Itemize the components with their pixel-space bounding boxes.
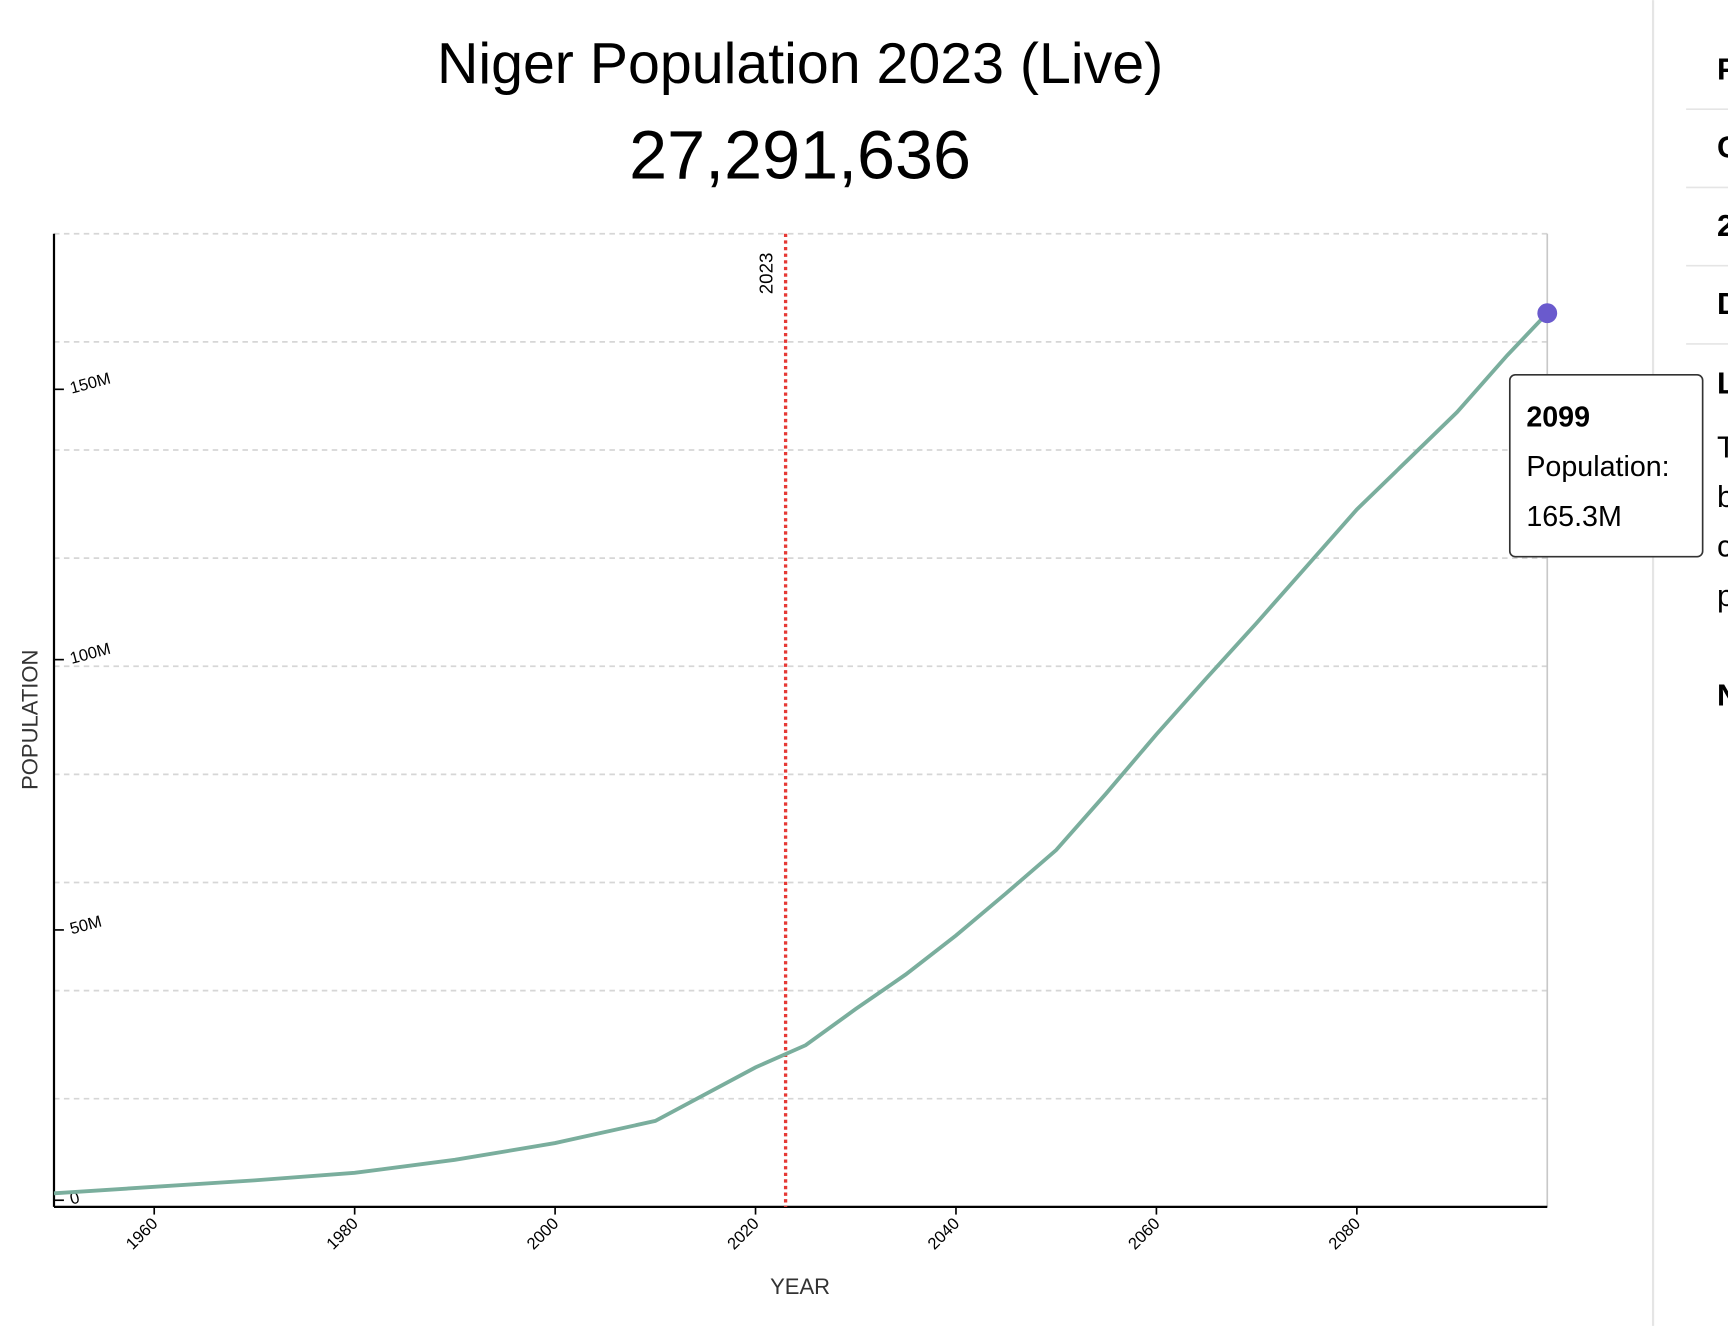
sidebar-paragraph: b — [1717, 479, 1728, 514]
chart-title: Niger Population 2023 (Live) — [437, 32, 1163, 96]
current-year-label: 2023 — [755, 253, 776, 295]
live-count: 27,291,636 — [629, 118, 971, 194]
tooltip-label: Population: — [1526, 451, 1669, 483]
x-tick-label: 2000 — [523, 1214, 562, 1253]
y-tick-label: 100M — [68, 639, 113, 668]
y-tick-label: 150M — [68, 369, 113, 398]
sidebar-paragraph: T — [1717, 429, 1728, 464]
sidebar-item: D — [1717, 286, 1728, 321]
x-tick-label: 2060 — [1124, 1214, 1163, 1253]
tooltip-value: 165.3M — [1526, 501, 1622, 533]
tooltip-box — [1508, 373, 1704, 558]
y-tick-label: 50M — [68, 912, 104, 939]
population-line — [53, 311, 1549, 1196]
sidebar-item: 2 — [1717, 208, 1728, 243]
x-axis-label: YEAR — [770, 1274, 830, 1299]
x-tick-label: 1960 — [122, 1214, 161, 1253]
x-tick-label: 1980 — [322, 1214, 361, 1253]
sidebar-paragraph: p — [1717, 578, 1728, 613]
hover-point — [1537, 303, 1558, 324]
x-tick-label: 2040 — [924, 1214, 963, 1253]
y-axis-label: POPULATION — [17, 650, 42, 790]
sidebar-item: L — [1717, 366, 1728, 401]
sidebar-heading: N — [1717, 677, 1728, 712]
sidebar-item: P — [1717, 51, 1728, 86]
sidebar-item: C — [1717, 130, 1728, 165]
x-tick-label: 2080 — [1325, 1214, 1364, 1253]
tooltip-year: 2099 — [1526, 402, 1590, 434]
sidebar-paragraph: c — [1717, 529, 1728, 564]
x-tick-label: 2020 — [723, 1214, 762, 1253]
